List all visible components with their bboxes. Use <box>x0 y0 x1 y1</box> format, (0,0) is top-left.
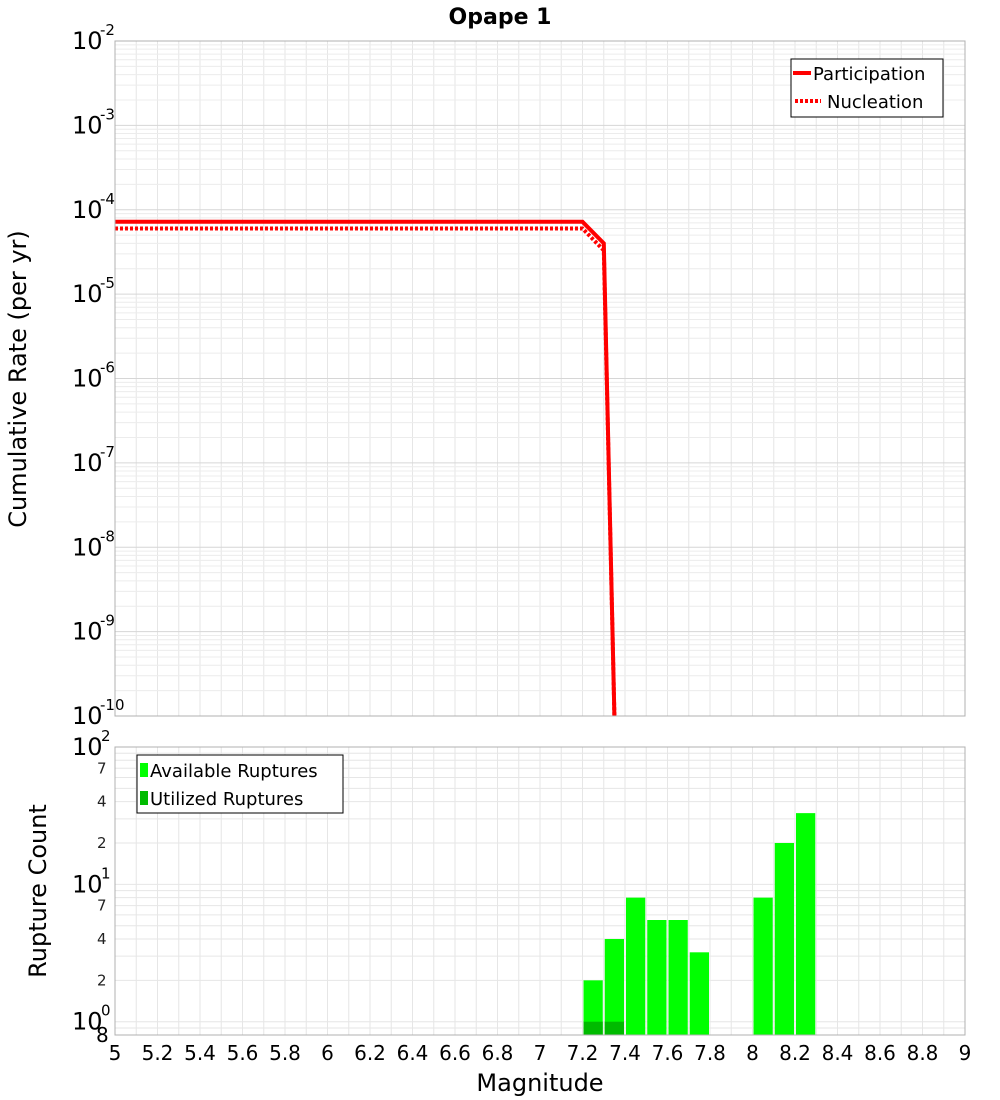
x-tick-label: 7.2 <box>567 1041 599 1065</box>
x-tick-label: 8.2 <box>779 1041 811 1065</box>
chart-marks <box>115 219 816 1035</box>
bottom-y-tick-base: 10 <box>72 870 103 898</box>
top-y-tick-exp: -8 <box>100 527 115 545</box>
bottom-y-minor-label: 4 <box>97 793 107 811</box>
bottom-y-minor-label: 7 <box>97 759 107 777</box>
bottom-y-minor-label: 4 <box>97 930 107 948</box>
bar-available-ruptures <box>647 920 667 1035</box>
bar-utilized-ruptures <box>583 1021 603 1035</box>
legend-label-available: Available Ruptures <box>150 761 318 782</box>
x-tick-label: 5.4 <box>184 1041 216 1065</box>
top-legend: Participation Nucleation <box>790 58 944 118</box>
x-tick-label: 8.6 <box>864 1041 896 1065</box>
bottom-y-tick-exp: 0 <box>101 1002 111 1020</box>
top-y-tick-base: 10 <box>72 196 103 224</box>
top-y-tick-exp: -2 <box>100 21 115 39</box>
tick-labels: 10-210-310-410-510-610-710-810-910-10102… <box>72 21 971 1065</box>
top-y-tick-exp: -5 <box>100 274 115 292</box>
bottom-y-tick-exp: 2 <box>101 727 111 745</box>
x-tick-label: 6 <box>321 1041 334 1065</box>
x-tick-label: 6.2 <box>354 1041 386 1065</box>
bar-available-ruptures <box>689 952 709 1035</box>
x-tick-label: 7.8 <box>694 1041 726 1065</box>
x-tick-label: 8.8 <box>907 1041 939 1065</box>
top-y-tick-exp: -9 <box>100 612 115 630</box>
bar-available-ruptures <box>626 897 646 1035</box>
bottom-legend: Available Ruptures Utilized Ruptures <box>136 754 344 814</box>
x-tick-label: 8 <box>746 1041 759 1065</box>
bar-available-ruptures <box>668 920 688 1035</box>
top-y-tick-base: 10 <box>72 280 103 308</box>
legend-label-nucleation: Nucleation <box>827 92 923 113</box>
legend-label-utilized: Utilized Ruptures <box>150 789 303 810</box>
top-y-tick-exp: -3 <box>100 105 115 123</box>
top-y-tick-exp: -4 <box>100 190 115 208</box>
x-tick-label: 6.4 <box>397 1041 429 1065</box>
bar-utilized-ruptures <box>604 1021 624 1035</box>
bottom-y-minor-label: 2 <box>97 834 107 852</box>
bar-available-ruptures <box>796 813 816 1035</box>
top-y-tick-exp: -6 <box>100 359 115 377</box>
x-tick-label: 7.4 <box>609 1041 641 1065</box>
x-tick-label: 6.6 <box>439 1041 471 1065</box>
x-tick-label: 5.6 <box>227 1041 259 1065</box>
legend-label-participation: Participation <box>813 64 925 85</box>
x-tick-label: 9 <box>959 1041 972 1065</box>
x-tick-label: 5.8 <box>269 1041 301 1065</box>
bar-available-ruptures <box>753 897 773 1035</box>
bar-available-ruptures <box>583 980 603 1035</box>
top-y-tick-base: 10 <box>72 533 103 561</box>
top-y-tick-base: 10 <box>72 111 103 139</box>
top-y-tick-base: 10 <box>72 702 103 730</box>
top-y-tick-base: 10 <box>72 449 103 477</box>
bottom-legend-box <box>136 754 344 814</box>
bar-available-ruptures <box>604 939 624 1035</box>
plot-frames <box>114 40 966 1036</box>
top-y-tick-exp: -7 <box>100 443 115 461</box>
bottom-y-minor-label: 2 <box>97 971 107 989</box>
series-line-participation <box>115 219 617 717</box>
bottom-y-minor-label: 8 <box>96 1023 109 1047</box>
top-y-tick-base: 10 <box>72 618 103 646</box>
legend-swatch-utilized <box>140 791 148 805</box>
x-axis-label: Magnitude <box>476 1069 603 1097</box>
top-y-axis-label: Cumulative Rate (per yr) <box>4 230 32 528</box>
bottom-y-tick-exp: 1 <box>101 864 111 882</box>
bottom-y-tick-base: 10 <box>72 733 103 761</box>
x-tick-label: 5 <box>109 1041 122 1065</box>
bar-available-ruptures <box>774 843 794 1035</box>
bottom-y-axis-label: Rupture Count <box>24 804 52 978</box>
top-y-tick-base: 10 <box>72 365 103 393</box>
chart-title: Opape 1 <box>449 5 552 30</box>
grid-lines <box>114 41 966 1036</box>
x-tick-label: 6.8 <box>482 1041 514 1065</box>
top-legend-box <box>790 58 944 118</box>
bottom-y-tick-base: 10 <box>72 1008 103 1036</box>
top-y-tick-base: 10 <box>72 27 103 55</box>
bottom-y-minor-label: 7 <box>97 897 107 915</box>
top-plot-frame <box>114 40 966 717</box>
legend-swatch-available <box>140 763 148 777</box>
top-y-tick-exp: -10 <box>100 696 125 714</box>
x-tick-label: 7.6 <box>652 1041 684 1065</box>
x-tick-label: 8.4 <box>822 1041 854 1065</box>
x-tick-label: 5.2 <box>142 1041 174 1065</box>
x-tick-label: 7 <box>534 1041 547 1065</box>
series-line-nucleation <box>115 226 617 717</box>
bottom-plot-frame <box>114 746 966 1036</box>
